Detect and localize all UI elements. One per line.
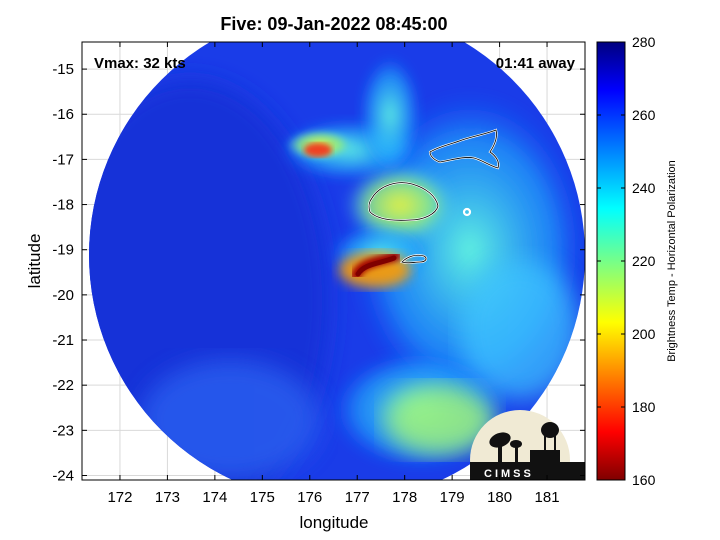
x-tick-label: 179 [440, 489, 465, 506]
tick-marks [82, 42, 585, 480]
y-tick-label: -22 [52, 377, 74, 394]
x-tick-label: 176 [297, 489, 322, 506]
colorbar-tick-label: 260 [632, 107, 656, 123]
x-tick-labels: 172 173 174 175 176 177 178 179 180 181 [107, 489, 559, 506]
y-tick-labels: -15 -16 -17 -18 -19 -20 -21 -22 -23 -24 [52, 61, 74, 484]
y-tick-label: -24 [52, 467, 74, 484]
y-axis-label: latitude [25, 234, 44, 289]
y-tick-label: -16 [52, 106, 74, 123]
vmax-text: Vmax: 32 kts [94, 55, 186, 72]
y-tick-label: -18 [52, 197, 74, 214]
y-tick-label: -19 [52, 242, 74, 259]
x-tick-label: 172 [107, 489, 132, 506]
colorbar-tick-label: 220 [632, 253, 656, 269]
x-tick-label: 177 [345, 489, 370, 506]
colorbar-label: Brightness Temp - Horizontal Polarizatio… [666, 160, 678, 362]
coastline-islet [462, 207, 472, 217]
colorbar [596, 41, 626, 481]
plot-title: Five: 09-Jan-2022 08:45:00 [220, 14, 447, 34]
brightness-temp-swath [89, 42, 585, 480]
colorbar-tick-label: 280 [632, 34, 656, 50]
y-tick-label: -20 [52, 287, 74, 304]
colorbar-tick-label: 200 [632, 326, 656, 342]
colorbar-tick-label: 180 [632, 399, 656, 415]
y-tick-label: -15 [52, 61, 74, 78]
logo-text: CIMSS [484, 468, 534, 480]
x-tick-label: 174 [202, 489, 227, 506]
cimss-logo: CIMSS [470, 410, 585, 480]
water-tower-icon [541, 422, 559, 438]
time-away-text: 01:41 away [496, 55, 576, 72]
x-tick-label: 181 [535, 489, 560, 506]
coastline-outlines-dark [368, 129, 499, 264]
colorbar-ticks: 280 260 240 220 200 180 160 [597, 34, 656, 488]
x-axis-label: longitude [299, 513, 368, 532]
y-tick-label: -23 [52, 422, 74, 439]
x-tick-label: 173 [155, 489, 180, 506]
x-tick-label: 178 [392, 489, 417, 506]
colorbar-tick-label: 240 [632, 180, 656, 196]
satellite-dish-icon [489, 432, 511, 448]
y-tick-label: -17 [52, 151, 74, 168]
colorbar-tick-label: 160 [632, 472, 656, 488]
y-tick-label: -21 [52, 332, 74, 349]
x-tick-label: 180 [487, 489, 512, 506]
axes-frame [81, 41, 586, 481]
x-tick-label: 175 [250, 489, 275, 506]
